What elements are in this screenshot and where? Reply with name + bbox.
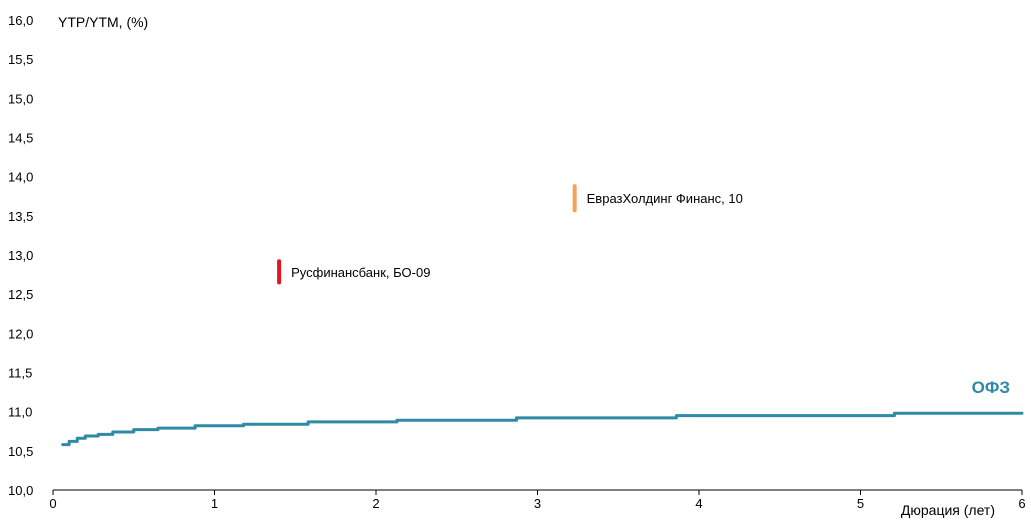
x-tick-label: 3 xyxy=(534,496,541,511)
bond-label: ЕвразХолдинг Финанс, 10 xyxy=(587,191,743,206)
y-tick-label: 10,5 xyxy=(8,444,33,459)
x-tick-label: 1 xyxy=(211,496,218,511)
y-tick-label: 15,5 xyxy=(8,52,33,67)
y-tick-label: 12,0 xyxy=(8,326,33,341)
y-tick-label: 12,5 xyxy=(8,287,33,302)
x-tick-label: 2 xyxy=(372,496,379,511)
series-layer: ОФЗ xyxy=(61,378,1024,447)
x-tick-label: 0 xyxy=(49,496,56,511)
x-axis-ticks: 0 1 2 3 4 5 6 xyxy=(49,490,1026,511)
y-tick-label: 13,5 xyxy=(8,209,33,224)
y-axis-label: YTP/YTM, (%) xyxy=(58,14,148,30)
y-tick-label: 14,0 xyxy=(8,170,33,185)
x-tick-label: 4 xyxy=(695,496,702,511)
y-tick-label: 10,0 xyxy=(8,483,33,498)
y-tick-label: 15,0 xyxy=(8,91,33,106)
y-tick-label: 11,0 xyxy=(8,405,32,420)
y-tick-label: 11,5 xyxy=(8,366,32,381)
x-tick-label: 5 xyxy=(857,496,864,511)
bond-label: Русфинансбанк, БО-09 xyxy=(291,265,430,280)
y-tick-label: 14,5 xyxy=(8,131,33,146)
x-axis-label: Дюрация (лет) xyxy=(901,502,995,518)
annotation-layer: Русфинансбанк, БО-09 ЕвразХолдинг Финанс,… xyxy=(277,184,743,285)
ofz-yield-curve xyxy=(61,411,1024,447)
y-tick-label: 16,0 xyxy=(8,13,33,28)
x-tick-label: 6 xyxy=(1018,496,1025,511)
y-axis-ticks: 10,0 10,5 11,0 11,5 12,0 12,5 13,0 13,5 14,0 14,5… xyxy=(8,13,33,498)
y-tick-label: 13,0 xyxy=(8,248,33,263)
series-label-ofz: ОФЗ xyxy=(972,378,1010,397)
